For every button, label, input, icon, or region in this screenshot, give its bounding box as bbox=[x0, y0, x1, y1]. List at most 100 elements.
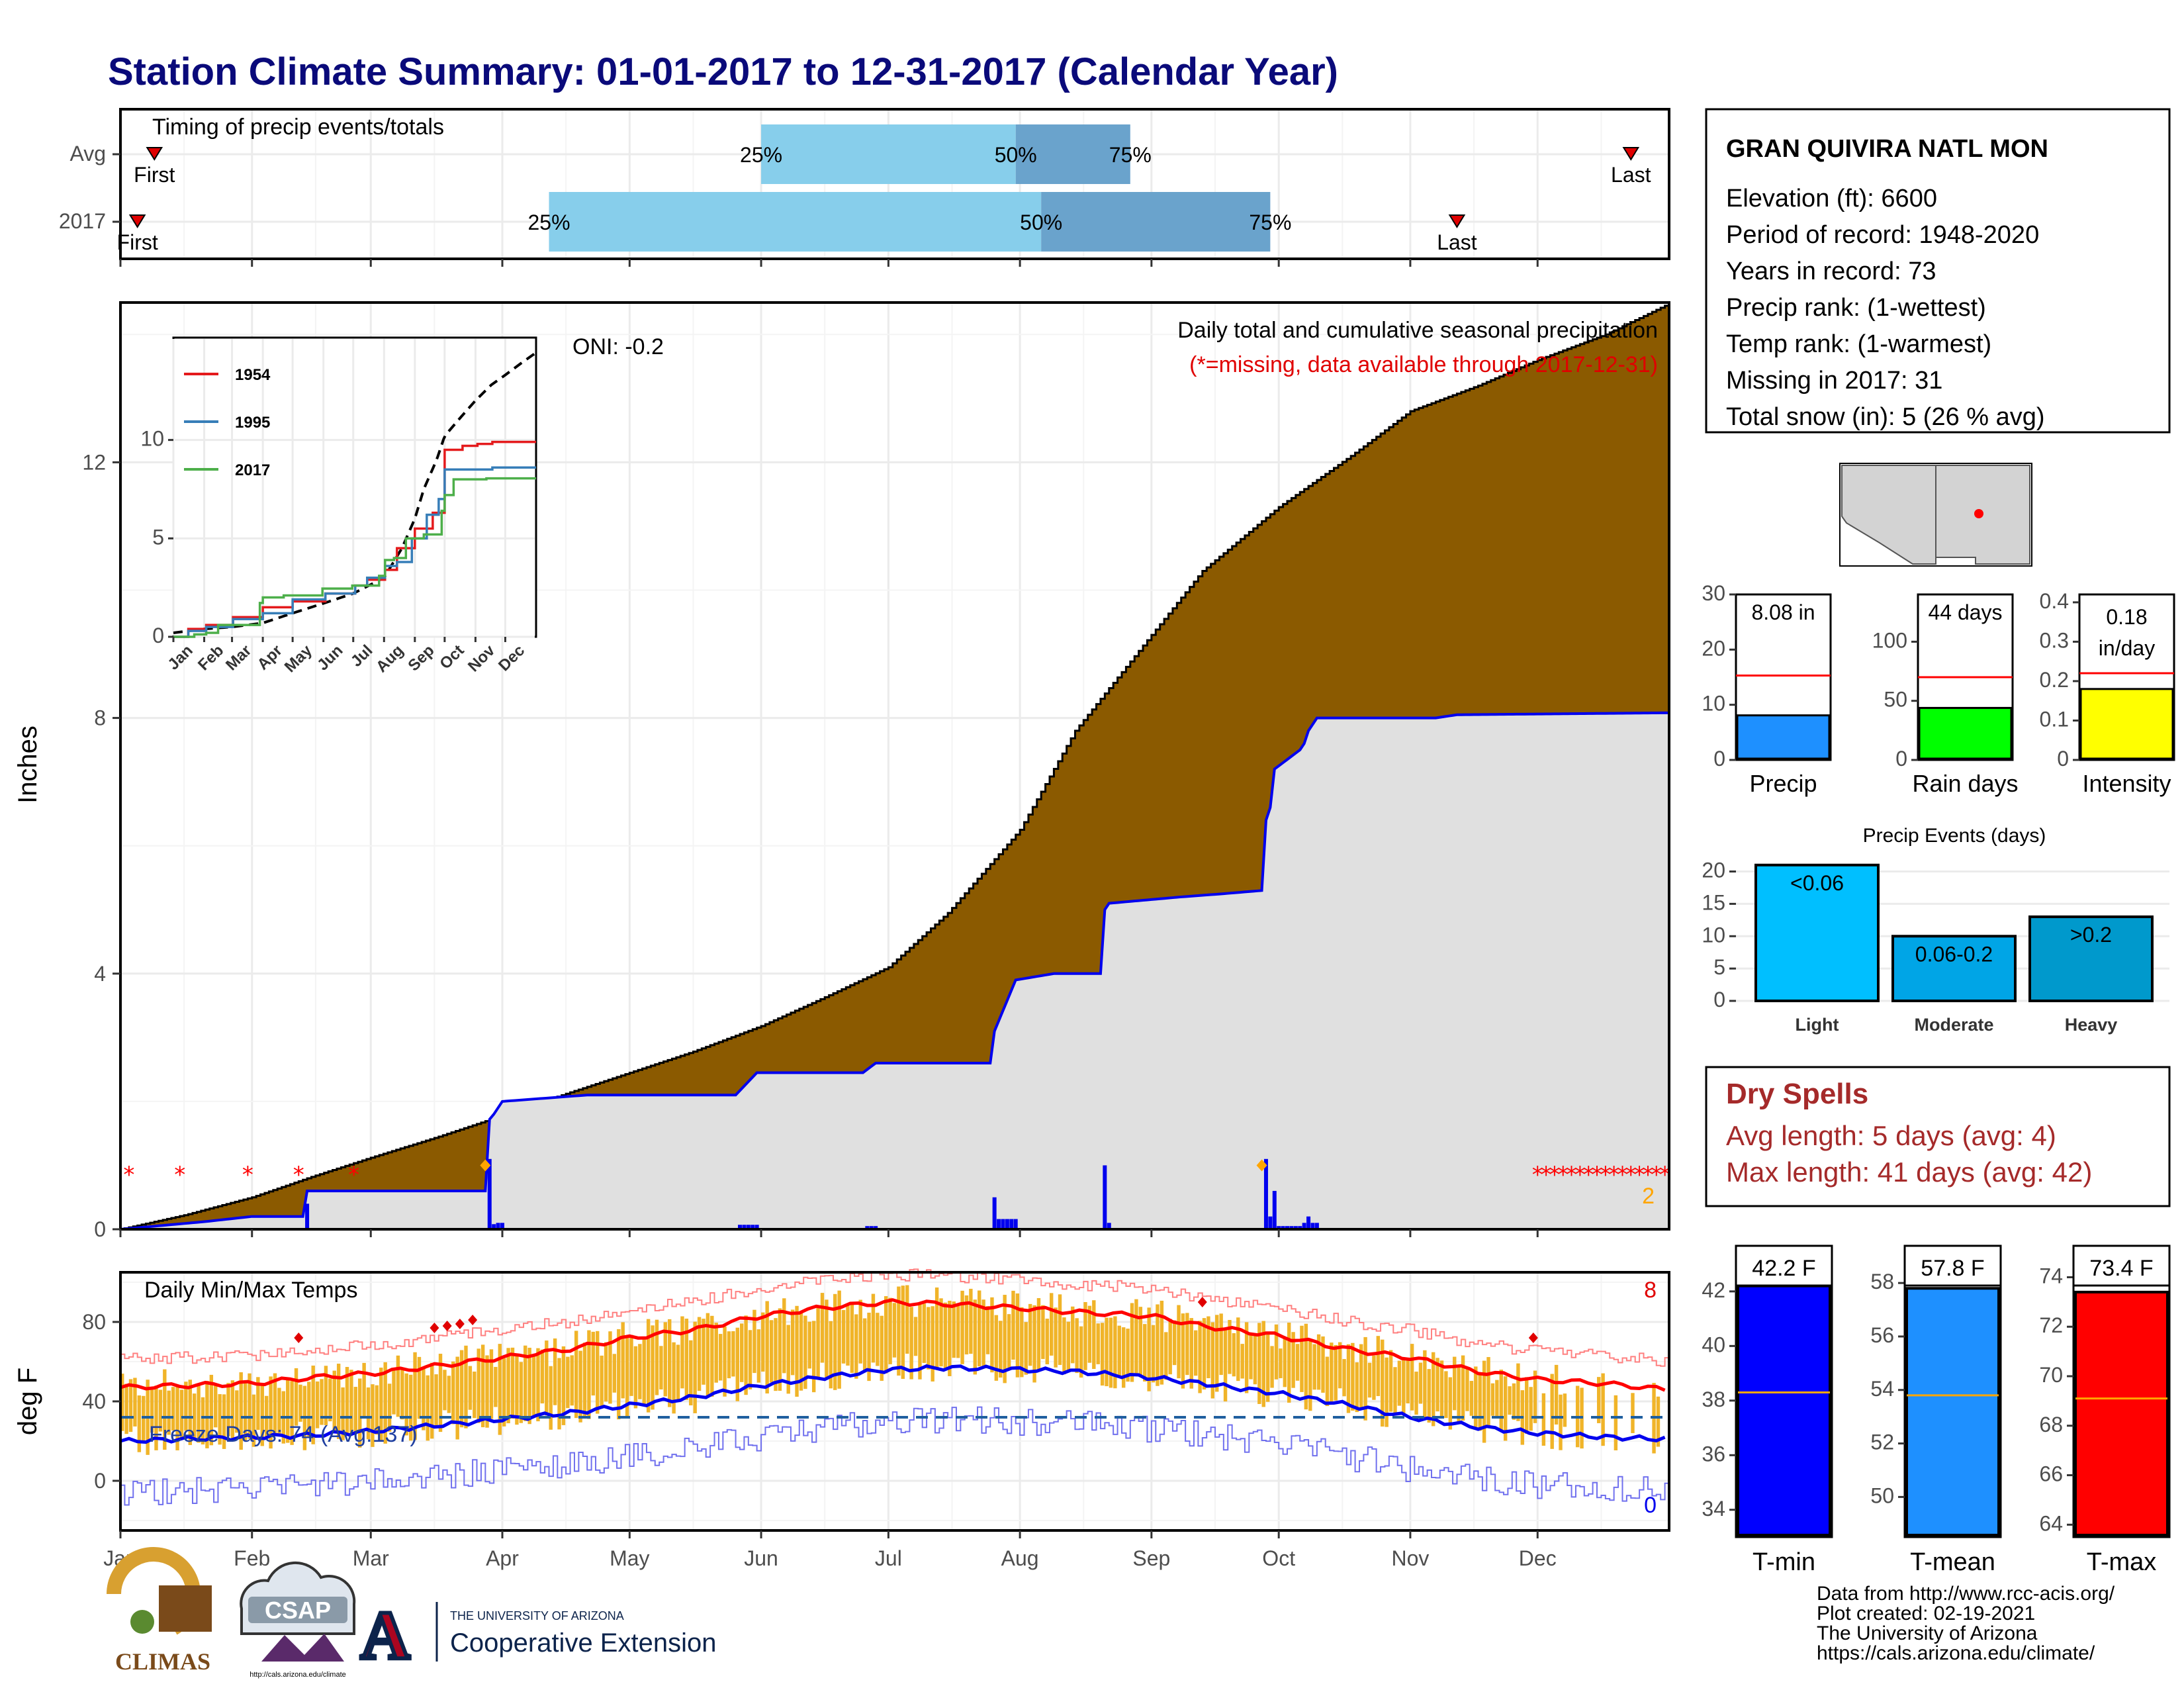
temp-daily-bar bbox=[1172, 1320, 1177, 1366]
temp-y-tick-label: 80 bbox=[82, 1310, 106, 1334]
temp-daily-bar bbox=[1189, 1318, 1193, 1389]
timing-panel: 25% 50% 75% First Last 25% 50% 75% First Last Tim… bbox=[59, 108, 1670, 260]
temp-daily-bar bbox=[1486, 1357, 1490, 1427]
temp-daily-bar bbox=[744, 1315, 748, 1395]
temp-daily-bar bbox=[931, 1306, 934, 1382]
station-snow: Total snow (in): 5 (26 % avg) bbox=[1726, 403, 2045, 431]
temp-daily-bar bbox=[774, 1318, 778, 1391]
daily-precip-bar bbox=[1103, 1165, 1107, 1229]
month-tick-label: Jun bbox=[744, 1546, 778, 1570]
station-name: GRAN QUIVIRA NATL MON bbox=[1726, 135, 2048, 163]
temp-daily-bar bbox=[1160, 1300, 1164, 1385]
timing-row-avg-label: Avg bbox=[69, 142, 106, 165]
timing-bar-q2 bbox=[1015, 124, 1130, 184]
precip-y-label: Inches bbox=[13, 726, 42, 804]
temp-daily-bar bbox=[1414, 1372, 1418, 1415]
temp-bar-tick-label: 42 bbox=[1702, 1278, 1725, 1302]
stat-panel-label: Rain days bbox=[1912, 770, 2018, 797]
temp-daily-bar bbox=[307, 1382, 311, 1438]
temp-daily-bar bbox=[867, 1313, 871, 1382]
temp-daily-bar bbox=[1206, 1316, 1210, 1379]
stat-panel-tick-label: 30 bbox=[1702, 581, 1725, 605]
daily-precip-bar bbox=[1302, 1223, 1306, 1229]
inset-y-tick-label: 5 bbox=[152, 525, 164, 549]
temp-daily-bar bbox=[1381, 1339, 1385, 1427]
temp-daily-bar bbox=[1427, 1369, 1431, 1423]
temp-daily-bar bbox=[408, 1374, 413, 1441]
temp-daily-bar bbox=[510, 1347, 515, 1419]
temp-daily-bar bbox=[727, 1331, 731, 1379]
temp-daily-bar bbox=[226, 1383, 230, 1436]
station-years: Years in record: 73 bbox=[1726, 258, 1936, 285]
temp-daily-bar bbox=[833, 1293, 837, 1390]
temp-daily-bar bbox=[349, 1370, 353, 1433]
temp-daily-bar bbox=[1041, 1305, 1045, 1359]
events-tick-label: 15 bbox=[1702, 890, 1725, 914]
temp-daily-bar bbox=[1308, 1339, 1312, 1411]
record-low-line bbox=[120, 1406, 1669, 1506]
missing-marker: * bbox=[1566, 1162, 1577, 1188]
temp-daily-bar bbox=[1193, 1330, 1198, 1376]
temp-daily-bar bbox=[897, 1286, 901, 1376]
temp-y-axis: 0 40 80 bbox=[82, 1310, 120, 1493]
month-tick-label: Sep bbox=[1132, 1546, 1170, 1570]
temp-daily-bar bbox=[341, 1387, 345, 1440]
missing-marker: * bbox=[348, 1162, 359, 1188]
temp-daily-bar bbox=[723, 1326, 727, 1397]
temp-daily-bar bbox=[124, 1383, 128, 1434]
events-title: Precip Events (days) bbox=[1863, 825, 2046, 847]
timing-label-25: 25% bbox=[740, 143, 782, 167]
temp-daily-bar bbox=[1372, 1355, 1376, 1400]
temp-daily-bar bbox=[820, 1293, 825, 1363]
record-marker bbox=[442, 1321, 452, 1331]
dry-box-frame bbox=[1705, 1066, 2171, 1207]
precip-y-axis: 0 4 8 12 bbox=[82, 450, 120, 1241]
stat-panel-bar bbox=[2079, 688, 2174, 760]
temp-bar-value-box bbox=[1735, 1244, 1833, 1287]
temp-daily-bar bbox=[1516, 1363, 1520, 1421]
precip-y-tick-label: 12 bbox=[82, 450, 106, 474]
temp-y-tick-label: 0 bbox=[94, 1469, 106, 1493]
temp-daily-bar bbox=[1376, 1336, 1381, 1397]
stat-panel-value-unit: in/day bbox=[2099, 636, 2155, 660]
record-marker bbox=[430, 1323, 439, 1333]
temp-daily-bar bbox=[1265, 1331, 1270, 1402]
temp-daily-bar bbox=[1240, 1344, 1244, 1379]
temp-daily-bar bbox=[1559, 1394, 1563, 1450]
temp-daily-bar bbox=[1270, 1346, 1274, 1388]
temp-daily-bar bbox=[646, 1319, 651, 1413]
temp-daily-bar bbox=[154, 1385, 158, 1450]
missing-marker: * bbox=[293, 1162, 304, 1188]
daily-precip-bar bbox=[874, 1226, 878, 1229]
temp-daily-bar bbox=[672, 1342, 676, 1414]
temp-daily-bar bbox=[1351, 1342, 1355, 1411]
temp-daily-bar bbox=[1541, 1393, 1546, 1446]
temp-daily-bar bbox=[876, 1313, 880, 1366]
temp-daily-bar bbox=[778, 1308, 782, 1391]
temp-daily-bar bbox=[663, 1322, 668, 1397]
footer-line-1: Data from http://www.rcc-acis.org/ bbox=[1817, 1583, 2115, 1605]
temp-daily-bar bbox=[506, 1348, 510, 1424]
timing-first-marker bbox=[146, 147, 163, 161]
temp-daily-bar bbox=[1469, 1381, 1474, 1416]
extreme-marker bbox=[480, 1159, 491, 1172]
temp-daily-bar bbox=[171, 1387, 175, 1431]
temp-daily-bar bbox=[336, 1364, 341, 1439]
temp-daily-bar bbox=[570, 1355, 574, 1406]
daily-precip-bar bbox=[1314, 1223, 1319, 1229]
temp-daily-bar bbox=[1402, 1358, 1406, 1415]
page-title: Station Climate Summary: 01-01-2017 to 1… bbox=[108, 50, 1338, 93]
temp-daily-bar bbox=[710, 1315, 714, 1397]
ua-line1: THE UNIVERSITY OF ARIZONA bbox=[450, 1609, 624, 1622]
temp-daily-bar bbox=[1631, 1393, 1635, 1433]
missing-marker: * bbox=[1600, 1162, 1611, 1188]
stat-panel-tick-label: 20 bbox=[1702, 636, 1725, 660]
temp-daily-bar bbox=[142, 1395, 146, 1442]
temp-bar-tick-label: 34 bbox=[1702, 1497, 1725, 1521]
temp-daily-bar bbox=[676, 1344, 680, 1403]
timing-last-marker bbox=[1622, 147, 1640, 161]
temp-daily-bar bbox=[366, 1387, 371, 1440]
temp-daily-bar bbox=[1232, 1333, 1236, 1377]
csap-mountains bbox=[261, 1634, 344, 1662]
temp-daily-bar bbox=[854, 1314, 858, 1379]
